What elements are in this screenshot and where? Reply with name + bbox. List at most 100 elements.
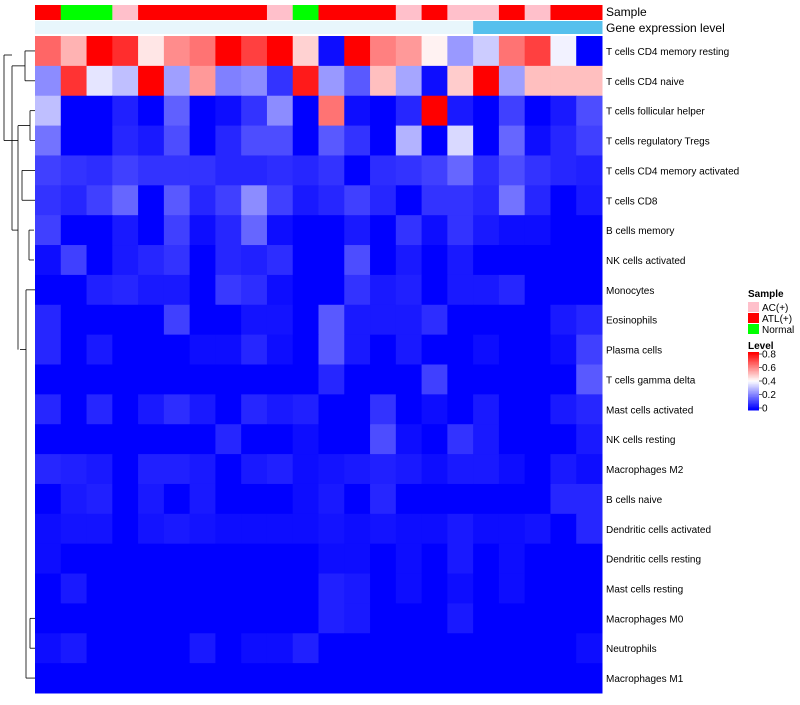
heatmap-cell xyxy=(241,454,268,485)
heatmap-cell xyxy=(86,95,113,127)
gene-expression-annotation-cell xyxy=(215,21,242,34)
heatmap-cell xyxy=(473,95,500,127)
heatmap-cell xyxy=(395,215,423,246)
heatmap-cell xyxy=(370,215,397,246)
sample-annotation-cell xyxy=(60,5,88,20)
heatmap-cell xyxy=(35,274,62,306)
heatmap-cell xyxy=(447,663,474,694)
heatmap-cell xyxy=(370,304,397,336)
heatmap-cell xyxy=(86,304,113,336)
heatmap-cell xyxy=(292,125,319,156)
gene-expression-annotation-cell xyxy=(576,21,603,34)
heatmap-cell xyxy=(498,245,526,276)
heatmap-cell xyxy=(524,543,551,575)
heatmap-cell xyxy=(86,185,113,216)
heatmap-cell xyxy=(138,185,165,216)
heatmap-cell xyxy=(215,185,242,216)
heatmap-cell xyxy=(473,633,500,664)
heatmap-cell xyxy=(215,245,242,276)
heatmap-cell xyxy=(318,603,345,634)
heatmap-cell xyxy=(215,603,242,634)
heatmap-cell xyxy=(138,334,165,365)
heatmap-cell xyxy=(344,633,371,664)
heatmap-cell xyxy=(550,454,577,485)
row-labels: T cells CD4 memory resting T cells CD4 na… xyxy=(606,47,739,685)
heatmap-cell xyxy=(370,663,397,694)
heatmap-cell xyxy=(138,364,165,395)
heatmap-cell xyxy=(498,663,526,694)
heatmap-cell xyxy=(576,304,603,336)
heatmap-cell xyxy=(524,603,551,634)
heatmap-cell xyxy=(318,125,345,156)
heatmap-cell xyxy=(370,483,397,515)
heatmap-cell xyxy=(241,364,268,395)
heatmap-cell xyxy=(163,513,191,545)
legend-level-gradient-step xyxy=(748,401,759,404)
heatmap-cell xyxy=(576,573,603,604)
heatmap-cell xyxy=(421,65,448,97)
heatmap-cell xyxy=(241,65,268,97)
heatmap-cell xyxy=(576,215,603,246)
row-dendrogram xyxy=(3,50,35,679)
heatmap-cell xyxy=(112,454,139,485)
heatmap-cell xyxy=(163,573,191,604)
heatmap-cell xyxy=(498,185,526,216)
heatmap-cell xyxy=(215,543,242,575)
heatmap-cell xyxy=(112,543,139,575)
heatmap-cell xyxy=(189,65,216,97)
heatmap-cell xyxy=(86,573,113,604)
row-label: Mast cells activated xyxy=(606,405,693,416)
heatmap-cell xyxy=(395,65,423,97)
heatmap-cell xyxy=(421,155,448,186)
heatmap-cell xyxy=(524,274,551,306)
heatmap-cell xyxy=(138,394,165,425)
heatmap-cell xyxy=(292,394,319,425)
heatmap-cell xyxy=(189,274,216,306)
heatmap-cell xyxy=(86,65,113,97)
heatmap-cell xyxy=(266,394,294,425)
heatmap-cell xyxy=(215,95,242,127)
heatmap-cell xyxy=(550,603,577,634)
heatmap-cell xyxy=(524,95,551,127)
heatmap-cell xyxy=(112,215,139,246)
legend-level-gradient-step xyxy=(748,363,759,366)
sample-annotation-cell xyxy=(395,5,423,20)
heatmap-cell xyxy=(344,364,371,395)
heatmap-cell xyxy=(35,36,62,67)
heatmap-cell xyxy=(163,543,191,575)
legend-level-gradient-step xyxy=(748,398,759,401)
heatmap-cell xyxy=(266,245,294,276)
heatmap-cell xyxy=(576,185,603,216)
legend-level-gradient-step xyxy=(748,360,759,363)
legend-level-gradient-step xyxy=(748,388,759,391)
heatmap-cell xyxy=(215,155,242,186)
heatmap-cell xyxy=(473,603,500,634)
heatmap-cell xyxy=(395,364,423,395)
heatmap-cell xyxy=(35,95,62,127)
heatmap-cell xyxy=(576,245,603,276)
heatmap-cell xyxy=(498,215,526,246)
heatmap-cell xyxy=(138,245,165,276)
heatmap-cell xyxy=(112,274,139,306)
heatmap-cell xyxy=(215,364,242,395)
heatmap-cell xyxy=(292,185,319,216)
heatmap-cell xyxy=(524,185,551,216)
heatmap-cell xyxy=(292,483,319,515)
heatmap-cell xyxy=(421,304,448,336)
gene-expression-annotation-cell xyxy=(86,21,113,34)
row-label: Eosinophils xyxy=(606,316,657,327)
heatmap-cell xyxy=(292,663,319,694)
heatmap-cell xyxy=(189,454,216,485)
legend-level-gradient-step xyxy=(748,353,759,356)
heatmap-cell xyxy=(241,155,268,186)
heatmap-cell xyxy=(189,125,216,156)
legend-level-gradient-step xyxy=(748,356,759,359)
gene-expression-annotation-cell xyxy=(241,21,268,34)
gene-expression-annotation-cell xyxy=(189,21,216,34)
heatmap-cell xyxy=(138,663,165,694)
heatmap-cell xyxy=(395,185,423,216)
heatmap-cell xyxy=(189,633,216,664)
row-label: NK cells activated xyxy=(606,256,685,267)
heatmap-cell xyxy=(447,573,474,604)
heatmap-cell xyxy=(447,424,474,455)
